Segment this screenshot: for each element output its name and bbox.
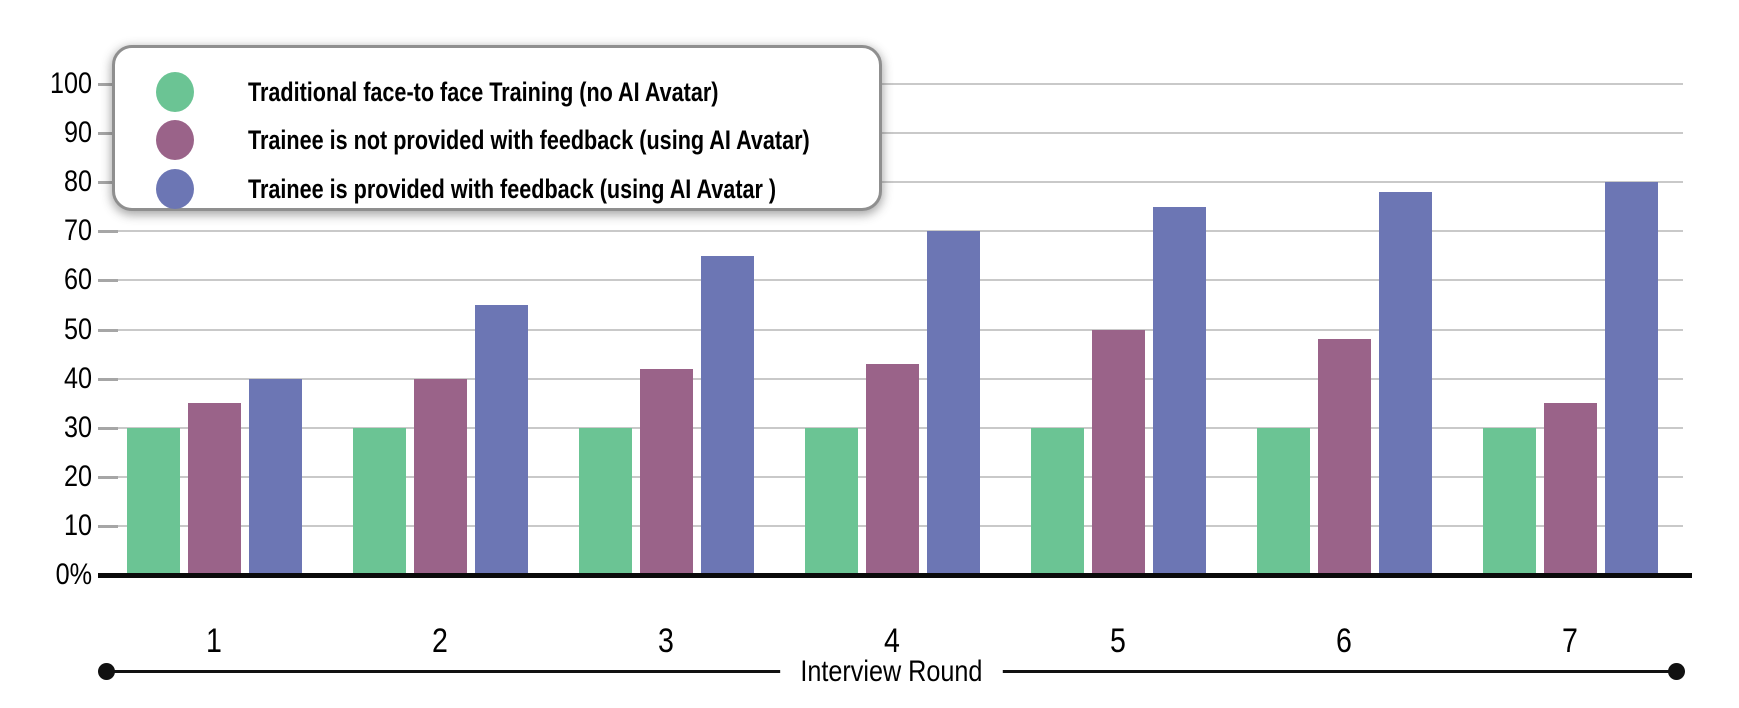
y-tick-label-90: 90 <box>63 116 92 150</box>
y-tick-label-70: 70 <box>63 214 92 248</box>
bar-round7-series2 <box>1543 403 1597 575</box>
y-tick-label-40: 40 <box>63 361 92 395</box>
legend-swatch-icon <box>156 120 194 160</box>
bar-round6-series3 <box>1378 192 1432 575</box>
y-tick-20 <box>98 475 118 479</box>
x-axis-title: Interview Round <box>780 654 1003 690</box>
x-tick-label-2: 2 <box>432 622 448 660</box>
bar-round1-series1 <box>126 427 180 575</box>
y-tick-100 <box>98 83 118 86</box>
bar-round5-series2 <box>1091 329 1145 575</box>
x-axis-annotation: Interview Round <box>98 654 1685 690</box>
legend-label: Trainee is provided with feedback (using… <box>248 174 777 204</box>
x-tick-label-6: 6 <box>1336 622 1352 660</box>
bar-round2-series1 <box>352 427 406 575</box>
bar-round1-series3 <box>248 378 302 575</box>
x-tick-label-4: 4 <box>884 622 900 660</box>
bar-round5-series1 <box>1030 427 1084 575</box>
y-tick-label-100: 100 <box>49 67 92 100</box>
gridline-90 <box>112 132 1683 135</box>
y-tick-label-20: 20 <box>63 459 92 493</box>
y-tick-label-0: 0% <box>55 558 92 591</box>
y-tick-label-30: 30 <box>63 410 92 444</box>
y-tick-30 <box>98 426 118 430</box>
axis-endpoint-dot-left <box>98 663 115 680</box>
legend-label: Traditional face-to face Training (no AI… <box>248 77 719 107</box>
x-tick-label-7: 7 <box>1562 622 1578 660</box>
y-tick-label-50: 50 <box>63 312 92 346</box>
legend-item-2: Trainee is not provided with feedback (u… <box>156 120 950 160</box>
y-tick-80 <box>98 181 118 185</box>
y-tick-label-80: 80 <box>63 165 92 199</box>
legend-swatch-icon <box>156 72 194 112</box>
bar-round3-series3 <box>700 255 754 575</box>
bar-round4-series2 <box>865 363 919 575</box>
y-tick-10 <box>98 524 118 528</box>
gridline-70 <box>112 230 1683 233</box>
bar-round4-series3 <box>926 231 980 575</box>
legend-item-3: Trainee is provided with feedback (using… <box>156 169 908 209</box>
bar-round7-series1 <box>1482 427 1536 575</box>
legend-item-1: Traditional face-to face Training (no AI… <box>156 72 836 112</box>
bar-round6-series1 <box>1256 427 1310 575</box>
x-tick-label-1: 1 <box>206 622 222 660</box>
bar-round4-series1 <box>804 427 858 575</box>
y-tick-label-60: 60 <box>63 263 92 297</box>
gridline-80 <box>112 181 1683 184</box>
legend-swatch-icon <box>156 169 194 209</box>
gridline-50 <box>112 328 1683 331</box>
bar-round2-series2 <box>413 378 467 575</box>
gridline-100 <box>112 83 1683 85</box>
gridline-60 <box>112 279 1683 282</box>
bar-round6-series2 <box>1317 339 1371 575</box>
bar-round3-series2 <box>639 368 693 575</box>
y-tick-60 <box>98 279 118 283</box>
legend-label: Trainee is not provided with feedback (u… <box>248 125 810 155</box>
y-tick-40 <box>98 377 118 381</box>
bar-round3-series1 <box>578 427 632 575</box>
x-tick-label-3: 3 <box>658 622 674 660</box>
y-tick-50 <box>98 328 118 332</box>
axis-endpoint-dot-right <box>1668 663 1685 680</box>
bar-round5-series3 <box>1152 206 1206 575</box>
bar-round1-series2 <box>187 403 241 575</box>
y-tick-label-10: 10 <box>63 508 92 542</box>
legend: Traditional face-to face Training (no AI… <box>112 45 882 211</box>
y-tick-70 <box>98 230 118 234</box>
bar-round2-series3 <box>474 304 528 575</box>
bar-round7-series3 <box>1604 182 1658 575</box>
y-tick-90 <box>98 132 118 136</box>
x-axis-line <box>98 573 1692 578</box>
x-tick-label-5: 5 <box>1110 622 1126 660</box>
